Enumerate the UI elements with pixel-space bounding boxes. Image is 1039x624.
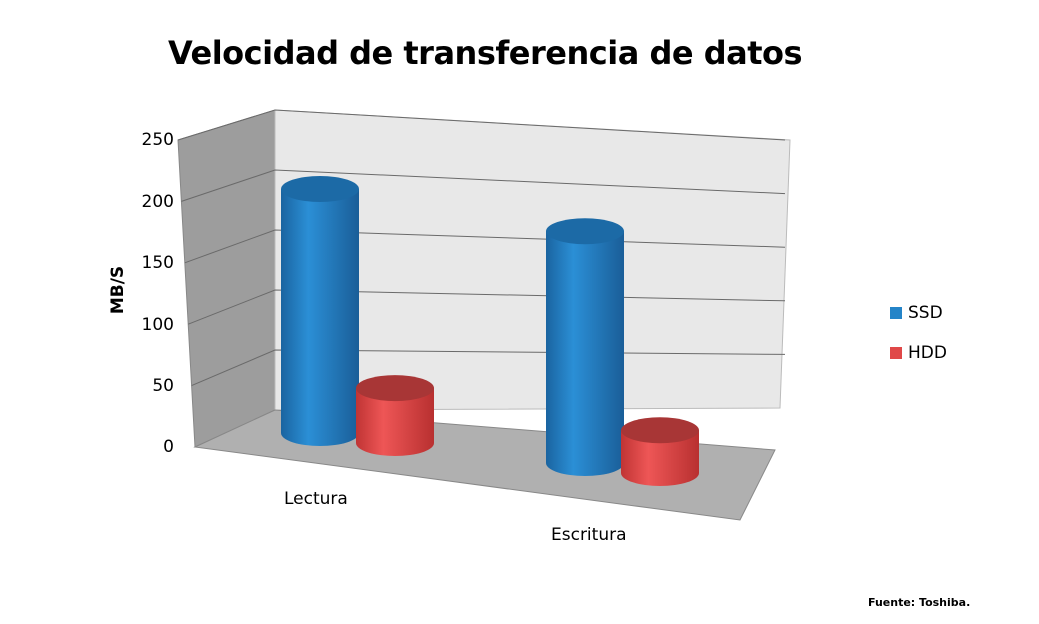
y-tick-200: 200 — [141, 192, 174, 212]
y-tick-0: 0 — [163, 437, 174, 457]
left-wall — [177, 109, 276, 448]
legend-swatch-hdd — [890, 347, 902, 359]
gridline — [177, 109, 786, 141]
source-note: Fuente: Toshiba. — [868, 596, 971, 609]
y-axis-label: MB/S — [108, 265, 128, 315]
y-tick-150: 150 — [141, 253, 174, 273]
chart-title: Velocidad de transferencia de datos — [167, 34, 803, 72]
bar-ssd-escritura — [546, 218, 624, 476]
x-tick-escritura: Escritura — [551, 525, 627, 545]
y-tick-100: 100 — [141, 315, 174, 335]
legend-label-ssd: SSD — [908, 303, 943, 323]
bar-hdd-escritura — [621, 417, 699, 486]
legend-item-ssd: SSD — [890, 303, 943, 323]
legend-item-hdd: HDD — [890, 343, 947, 363]
gridline — [181, 169, 786, 202]
x-tick-lectura: Lectura — [284, 489, 348, 509]
legend-swatch-ssd — [890, 307, 902, 319]
bar-ssd-lectura — [281, 176, 359, 446]
y-tick-250: 250 — [141, 130, 174, 150]
y-tick-50: 50 — [152, 376, 174, 396]
legend-label-hdd: HDD — [908, 343, 947, 363]
bar-hdd-lectura — [356, 375, 434, 456]
